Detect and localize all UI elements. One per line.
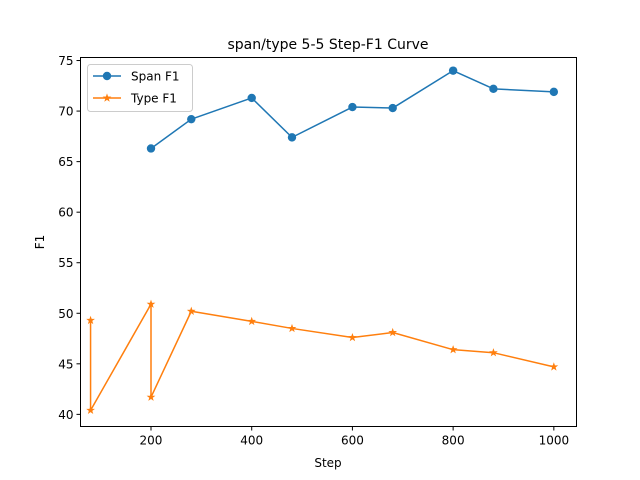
legend-label: Type F1 <box>130 92 177 106</box>
x-tick-label: 200 <box>140 434 163 448</box>
y-tick-label: 50 <box>58 307 73 321</box>
data-point <box>186 306 196 315</box>
y-tick-label: 70 <box>58 105 73 119</box>
y-tick-label: 55 <box>58 256 73 270</box>
data-point <box>146 144 156 153</box>
legend: Span F1 Type F1 <box>87 64 193 112</box>
data-point <box>348 102 357 112</box>
data-point <box>287 323 297 333</box>
legend-marker <box>102 93 112 102</box>
plot-area <box>86 66 559 415</box>
data-point <box>489 348 498 357</box>
data-point <box>489 84 498 94</box>
data-point <box>388 103 397 113</box>
data-point <box>287 133 297 142</box>
data-point <box>388 327 398 337</box>
y-tick-label: 75 <box>58 54 73 68</box>
y-tick-label: 40 <box>58 408 73 422</box>
y-tick-label: 45 <box>58 357 73 371</box>
y-tick-label: 60 <box>58 206 73 220</box>
y-axis-label: F1 <box>33 235 47 250</box>
data-point <box>247 316 257 326</box>
data-point <box>146 299 156 308</box>
series-line <box>89 303 555 412</box>
data-point <box>549 362 559 371</box>
data-point <box>549 87 559 97</box>
legend-item: Type F1 <box>93 92 177 106</box>
data-point <box>448 66 458 75</box>
x-axis-label: Step <box>314 456 341 470</box>
data-point <box>247 93 256 103</box>
x-tick-label: 600 <box>341 434 364 448</box>
series-0 <box>146 66 559 153</box>
x-tick-label: 1000 <box>539 434 570 448</box>
data-point <box>146 392 156 401</box>
x-tick-label: 800 <box>442 434 465 448</box>
legend-item: Span F1 <box>93 70 180 84</box>
data-point <box>86 405 95 415</box>
axes-frame <box>80 57 577 427</box>
data-point <box>187 114 196 124</box>
legend-marker <box>102 71 112 81</box>
data-point <box>448 345 458 354</box>
chart-title: span/type 5-5 Step-F1 Curve <box>227 37 428 53</box>
data-point <box>348 332 357 342</box>
data-point <box>86 315 95 325</box>
legend-label: Span F1 <box>131 70 180 84</box>
axis-ticks: 200 400 600 800 1000 40 45 50 55 60 65 70 75 <box>58 54 569 447</box>
x-tick-label: 400 <box>240 434 263 448</box>
series-1 <box>86 299 559 415</box>
y-tick-label: 65 <box>58 155 73 169</box>
